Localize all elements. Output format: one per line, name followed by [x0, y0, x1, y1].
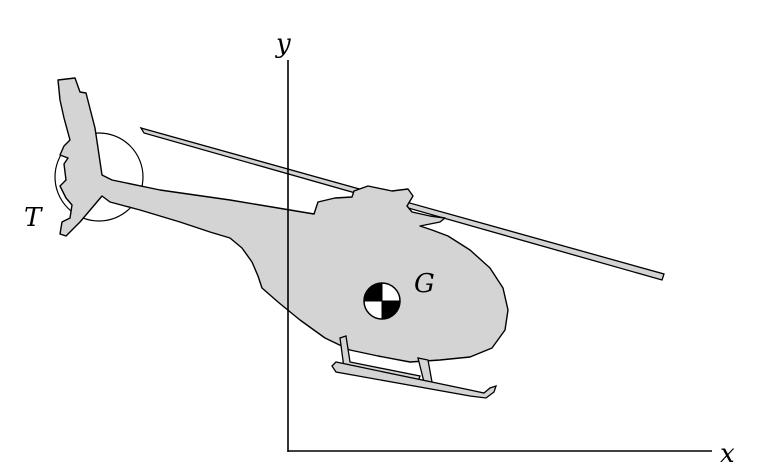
tail-rotor-disc — [54, 132, 144, 222]
landing-skid — [331, 361, 498, 399]
x-axis-label: x — [720, 439, 735, 469]
center-of-mass-icon — [363, 282, 401, 320]
skid-strut-front — [417, 357, 433, 383]
center-of-mass-label: G — [414, 269, 435, 299]
tail-rotor-label: T — [24, 203, 43, 233]
helicopter-body — [57, 77, 509, 363]
y-axis-label: y — [275, 29, 291, 59]
